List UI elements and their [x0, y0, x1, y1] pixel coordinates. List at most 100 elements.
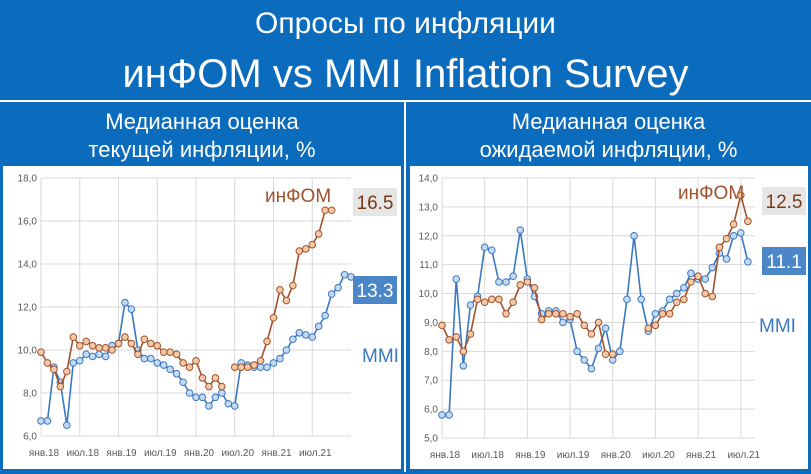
data-point [159, 361, 168, 369]
y-tick-label: 10,0 [18, 346, 38, 357]
data-point [744, 217, 752, 226]
x-tick-label: июл.20 [221, 448, 254, 459]
right-chart: 5,0 6,0 7,0 8,0 9,0 10,0 11,0 12,0 13,0 14,0 янв.1… [410, 166, 808, 469]
y-tick-label: 7,0 [424, 376, 438, 387]
data-point [552, 309, 560, 318]
data-point [101, 352, 110, 361]
data-point [487, 246, 496, 255]
data-point [69, 333, 78, 341]
x-tick-label: июл.20 [642, 450, 675, 461]
data-point [736, 191, 745, 200]
data-point [495, 295, 503, 304]
data-point [153, 359, 162, 367]
page-title: Опросы по инфляции [255, 7, 556, 40]
data-point [43, 359, 52, 367]
x-tick-label: янв.19 [106, 448, 137, 459]
y-tick-label: 14,0 [18, 260, 38, 271]
data-point [295, 247, 304, 255]
series-name-label: MMI [759, 316, 796, 337]
y-tick-label: 6,0 [23, 432, 37, 443]
data-point [438, 411, 446, 419]
data-point [82, 337, 91, 346]
data-point [509, 298, 517, 307]
data-point [334, 283, 342, 292]
data-point [146, 339, 155, 348]
data-point [623, 295, 631, 304]
end-value-label: 12.5 [766, 192, 803, 213]
y-tick-label: 5,0 [424, 434, 438, 445]
data-point [722, 255, 731, 263]
data-point [594, 318, 603, 327]
data-point [516, 226, 525, 234]
left-panel-title: Медианная оценка текущей инфляции, % [0, 108, 404, 164]
data-point [75, 341, 84, 350]
data-point [566, 312, 574, 321]
x-tick-label: июл.18 [471, 450, 504, 461]
data-point [466, 330, 475, 338]
end-value-label: 16.5 [357, 193, 394, 214]
data-point [502, 278, 510, 286]
data-point [230, 402, 239, 410]
data-point [580, 321, 589, 330]
data-point [56, 382, 65, 391]
data-point [537, 315, 546, 324]
data-point [192, 356, 200, 365]
data-point [680, 283, 688, 292]
data-point [672, 289, 681, 298]
data-point [327, 290, 336, 298]
data-point [269, 359, 278, 367]
data-point [282, 296, 291, 305]
data-point [452, 275, 461, 283]
data-point [308, 240, 317, 249]
data-point [224, 399, 233, 408]
data-point [665, 309, 674, 318]
data-point [37, 348, 45, 356]
data-point [218, 382, 226, 391]
end-value-label: 11.1 [766, 252, 802, 273]
x-tick-label: янв.19 [515, 450, 546, 461]
x-tick-label: июл.21 [299, 448, 332, 459]
data-point [192, 393, 200, 402]
data-point [301, 331, 310, 339]
data-point [185, 389, 194, 397]
x-tick-label: июл.19 [557, 450, 590, 461]
data-point [295, 329, 304, 337]
y-tick-label: 8,0 [424, 347, 438, 358]
end-value-box [353, 276, 397, 304]
data-point [651, 309, 660, 318]
data-point [729, 220, 738, 229]
data-point [509, 272, 517, 281]
data-point [205, 382, 213, 391]
data-point [445, 335, 453, 344]
data-point [269, 313, 278, 322]
data-point [559, 318, 567, 327]
data-point [665, 295, 674, 304]
data-point [159, 348, 168, 356]
data-point [516, 281, 525, 289]
data-point [121, 298, 129, 307]
series-name-label: MMI [362, 346, 399, 367]
header: Опросы по инфляции инФОМ vs MMI Inflatio… [0, 0, 811, 100]
data-point [708, 292, 717, 301]
data-point [480, 298, 489, 307]
data-point [127, 339, 136, 348]
data-point [445, 411, 453, 419]
left-chart-svg: 6,0 8,0 10,0 12,0 14,0 16,0 18,0 янв.18 июл.18 ян… [18, 174, 399, 460]
right-chart-svg: 5,0 6,0 7,0 8,0 9,0 10,0 11,0 12,0 13,0 14,0 янв.1… [419, 174, 806, 461]
data-point [289, 281, 297, 290]
data-point [88, 341, 97, 350]
data-point [530, 283, 539, 292]
divider-vertical [404, 100, 406, 472]
x-tick-label: июл.21 [727, 450, 760, 461]
data-point [127, 305, 136, 313]
data-point [140, 335, 149, 344]
y-tick-label: 6,0 [424, 405, 438, 416]
data-point [722, 234, 731, 243]
x-tick-label: янв.20 [184, 448, 215, 459]
data-point [452, 333, 461, 341]
y-tick-label: 16,0 [18, 217, 38, 228]
data-point [121, 333, 129, 341]
data-point [321, 311, 329, 320]
data-point [276, 286, 284, 294]
x-tick-label: янв.21 [686, 450, 717, 461]
